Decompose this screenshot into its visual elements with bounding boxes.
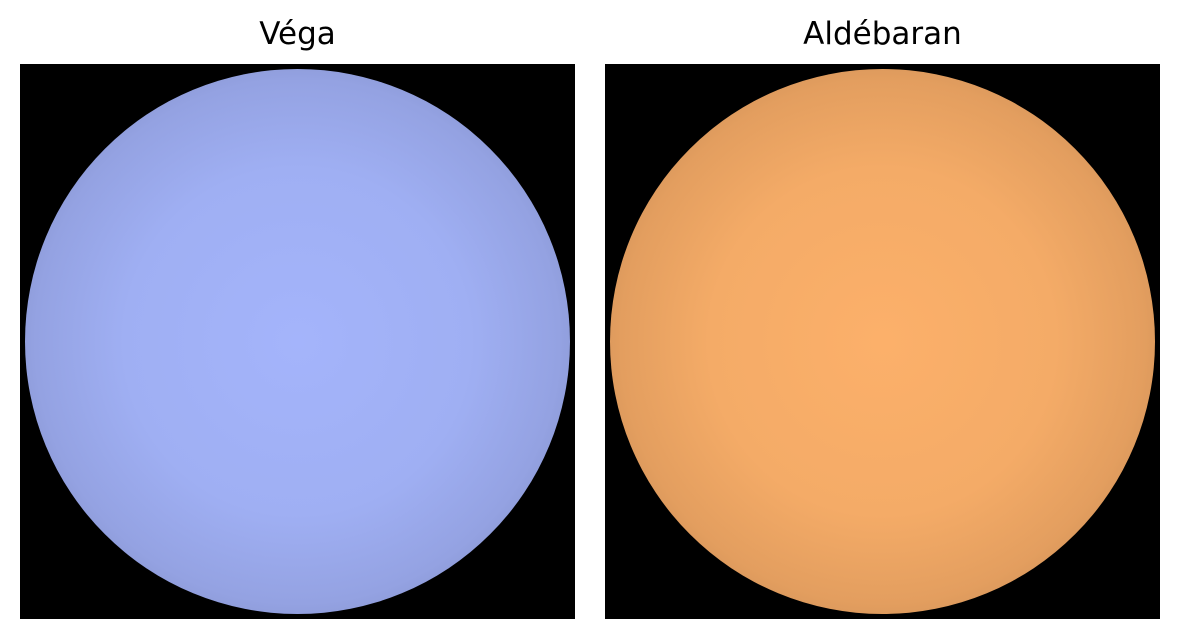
panel-title: Véga — [259, 16, 336, 52]
star-image-frame — [20, 64, 575, 619]
star-disk-image — [25, 69, 570, 614]
star-image-frame — [605, 64, 1160, 619]
star-panel-aldebaran: Aldébaran — [605, 0, 1160, 639]
panel-title: Aldébaran — [803, 16, 962, 52]
star-panel-vega: Véga — [20, 0, 575, 639]
star-disk-image — [610, 69, 1155, 614]
